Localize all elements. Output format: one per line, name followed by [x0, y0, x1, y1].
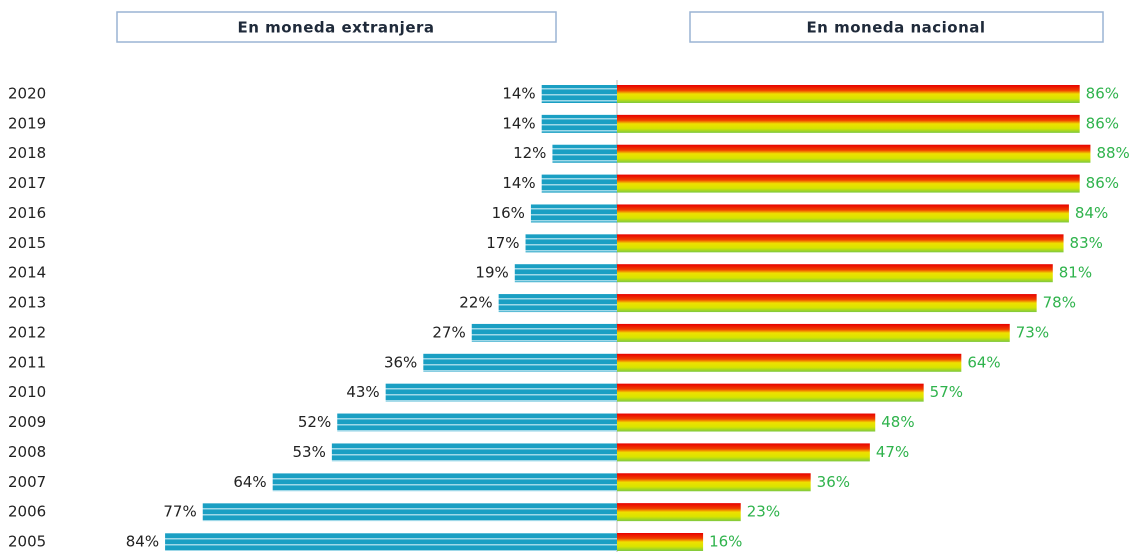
- value-label: 73%: [1016, 323, 1049, 341]
- bar: [617, 353, 962, 372]
- bar: [617, 294, 1037, 313]
- value-label: 83%: [1070, 234, 1103, 252]
- bar: [617, 114, 1080, 133]
- year-label: 2005: [8, 533, 46, 551]
- value-label: 86%: [1086, 174, 1119, 192]
- bar: [385, 383, 617, 402]
- value-label: 16%: [492, 204, 525, 222]
- bar: [471, 323, 617, 342]
- bar: [552, 144, 617, 163]
- value-label: 36%: [384, 353, 417, 371]
- value-label: 47%: [876, 443, 909, 461]
- value-label: 81%: [1059, 264, 1092, 282]
- bar: [337, 413, 617, 432]
- value-label: 12%: [513, 144, 546, 162]
- year-label: 2018: [8, 144, 46, 162]
- bar: [617, 174, 1080, 193]
- value-label: 64%: [967, 353, 1000, 371]
- value-label: 53%: [293, 443, 326, 461]
- value-label: 14%: [502, 174, 535, 192]
- year-label: 2016: [8, 204, 46, 222]
- header-label: En moneda nacional: [806, 19, 985, 37]
- value-label: 43%: [346, 383, 379, 401]
- year-label: 2020: [8, 85, 46, 103]
- value-label: 36%: [817, 473, 850, 491]
- year-label: 2012: [8, 323, 46, 341]
- header-label: En moneda extranjera: [237, 19, 434, 37]
- header-box: [116, 11, 557, 43]
- year-label: 2015: [8, 234, 46, 252]
- bar: [617, 383, 924, 402]
- bar: [498, 294, 617, 313]
- value-label: 84%: [126, 533, 159, 551]
- bar: [617, 533, 704, 551]
- value-label: 14%: [502, 114, 535, 132]
- year-label: 2009: [8, 413, 46, 431]
- bar: [617, 413, 876, 432]
- value-label: 48%: [881, 413, 914, 431]
- bar: [617, 323, 1010, 342]
- bar: [423, 353, 617, 372]
- bar: [617, 473, 811, 492]
- year-label: 2014: [8, 264, 46, 282]
- header-box: [689, 11, 1104, 43]
- value-label: 23%: [747, 503, 780, 521]
- value-label: 78%: [1043, 294, 1076, 312]
- value-label: 52%: [298, 413, 331, 431]
- value-label: 86%: [1086, 85, 1119, 103]
- year-label: 2007: [8, 473, 46, 491]
- value-label: 77%: [163, 503, 196, 521]
- year-label: 2011: [8, 353, 46, 371]
- value-label: 88%: [1096, 144, 1129, 162]
- bar: [617, 264, 1053, 283]
- year-label: 2006: [8, 503, 46, 521]
- value-label: 27%: [432, 323, 465, 341]
- bar: [617, 204, 1069, 223]
- year-label: 2017: [8, 174, 46, 192]
- value-label: 57%: [930, 383, 963, 401]
- year-label: 2010: [8, 383, 46, 401]
- value-label: 64%: [233, 473, 266, 491]
- year-label: 2013: [8, 294, 46, 312]
- bar: [541, 85, 617, 103]
- value-label: 19%: [475, 264, 508, 282]
- value-label: 84%: [1075, 204, 1108, 222]
- value-label: 86%: [1086, 114, 1119, 132]
- bar: [514, 264, 617, 283]
- year-label: 2008: [8, 443, 46, 461]
- bar: [541, 114, 617, 133]
- bar: [202, 503, 618, 522]
- bar: [165, 533, 617, 551]
- bar: [617, 85, 1080, 103]
- bar: [541, 174, 617, 193]
- bar: [525, 234, 617, 253]
- bar: [331, 443, 617, 462]
- year-label: 2019: [8, 114, 46, 132]
- bar: [530, 204, 617, 223]
- bar: [617, 144, 1091, 163]
- bar: [272, 473, 617, 492]
- value-label: 16%: [709, 533, 742, 551]
- bar: [617, 503, 741, 522]
- value-label: 17%: [486, 234, 519, 252]
- value-label: 14%: [502, 85, 535, 103]
- bar: [617, 443, 870, 462]
- bar: [617, 234, 1064, 253]
- value-label: 22%: [459, 294, 492, 312]
